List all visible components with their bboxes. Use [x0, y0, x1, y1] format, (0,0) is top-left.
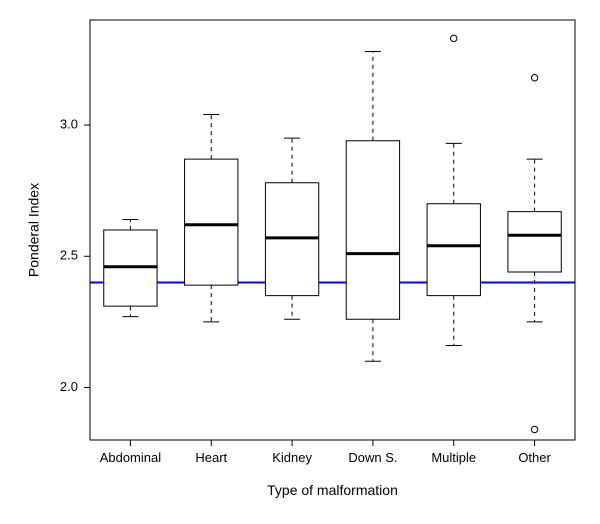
x-tick-label: Other [518, 450, 551, 465]
boxplot-item [104, 220, 157, 317]
box [185, 159, 238, 285]
x-tick-label: Heart [195, 450, 227, 465]
box [508, 212, 561, 272]
y-axis-label: Ponderal Index [26, 183, 42, 277]
x-tick-label: Abdominal [100, 450, 162, 465]
x-tick-label: Kidney [272, 450, 312, 465]
box [427, 204, 480, 296]
boxplot-chart: 2.0 2.5 3.0 Ponderal Index Abdominal Heart Kid… [0, 0, 600, 524]
y-tick-label: 3.0 [60, 116, 78, 131]
x-tick-label: Down S. [348, 450, 397, 465]
y-tick-label: 2.5 [60, 248, 78, 263]
x-axis-label: Type of malformation [267, 482, 398, 498]
y-tick-label: 2.0 [60, 379, 78, 394]
chart-svg: 2.0 2.5 3.0 Ponderal Index Abdominal Heart Kid… [0, 0, 600, 524]
x-tick-label: Multiple [431, 450, 476, 465]
box [346, 141, 399, 320]
